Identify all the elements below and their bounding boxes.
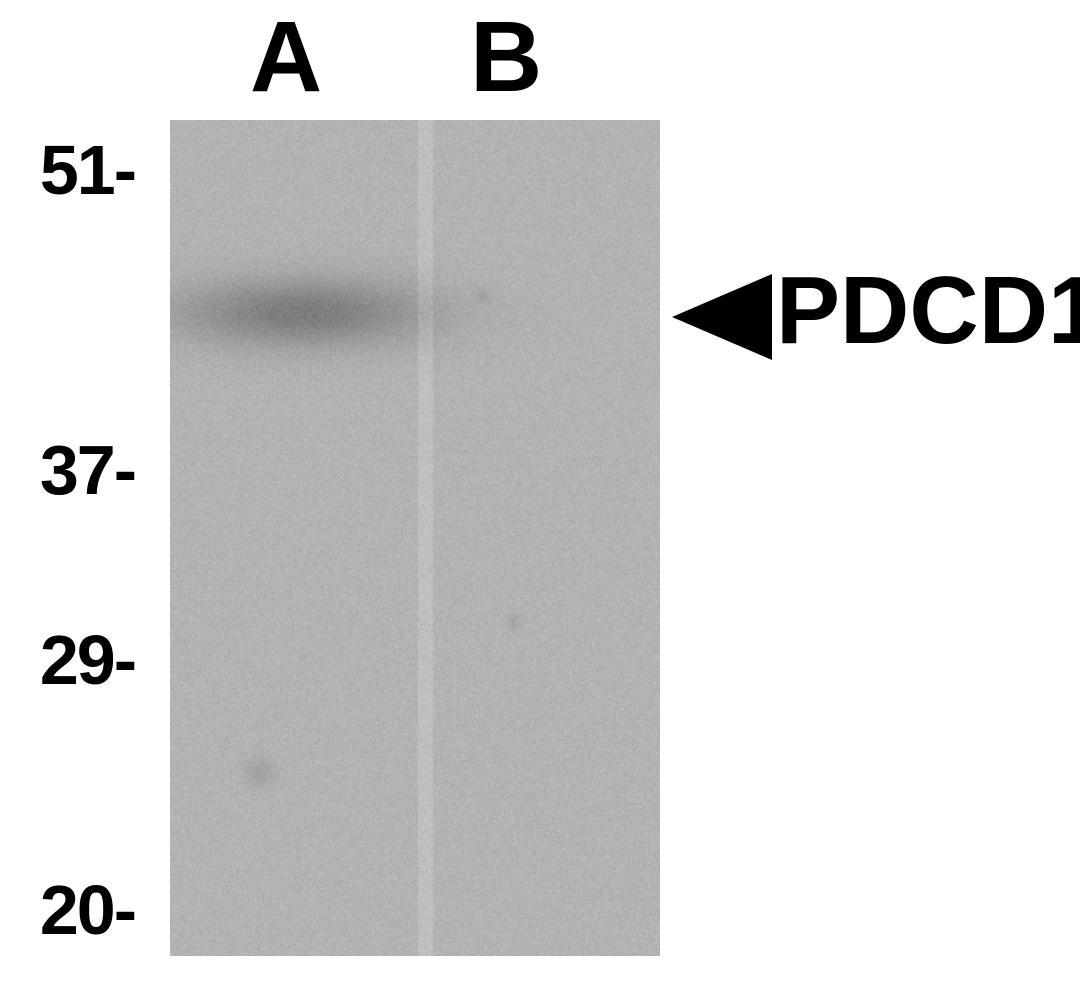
lane-label-b: B	[470, 0, 542, 115]
mw-value: 37	[40, 431, 114, 509]
mw-value: 20	[40, 871, 114, 949]
mw-value: 29	[40, 621, 114, 699]
arrow-left-icon	[672, 274, 772, 360]
mw-dash: -	[114, 871, 135, 949]
mw-value: 51	[40, 131, 114, 209]
mw-dash: -	[114, 131, 135, 209]
mw-marker-51: 51-	[0, 130, 135, 210]
mw-dash: -	[114, 621, 135, 699]
band-annotation: PDCD1	[672, 262, 1080, 372]
lane-label-a: A	[250, 0, 322, 115]
mw-marker-29: 29-	[0, 620, 135, 700]
protein-label: PDCD1	[776, 256, 1080, 366]
mw-marker-20: 20-	[0, 870, 135, 950]
mw-marker-37: 37-	[0, 430, 135, 510]
blot-membrane	[170, 120, 660, 956]
mw-dash: -	[114, 431, 135, 509]
western-blot-figure: A B 51- 37- 29- 20- PDCD1	[0, 0, 1080, 984]
blot-canvas	[170, 120, 660, 956]
